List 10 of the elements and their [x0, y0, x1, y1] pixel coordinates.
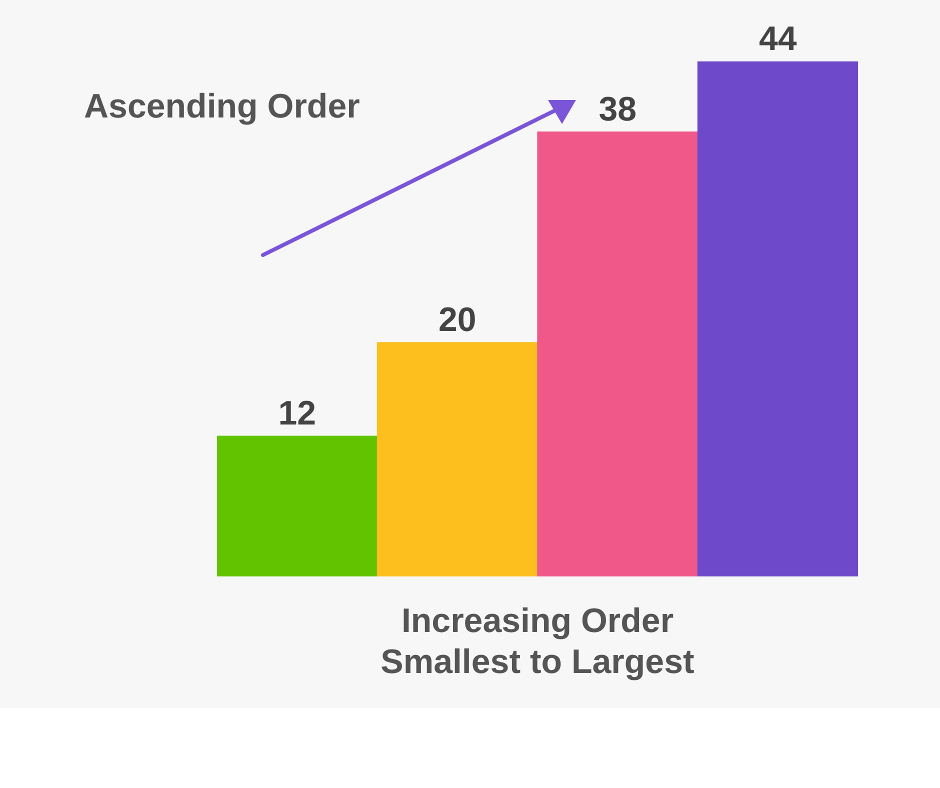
bar	[537, 132, 698, 576]
bar	[376, 342, 538, 576]
data-label: 20	[438, 300, 476, 339]
data-label: 38	[598, 90, 637, 128]
annotation: Ascending Order	[84, 87, 360, 126]
bar	[217, 436, 378, 576]
data-label: 44	[758, 20, 797, 58]
data-label: 12	[278, 394, 316, 432]
x-axis-title: Increasing Order Smallest to Largest	[380, 602, 694, 681]
bar	[697, 61, 858, 576]
